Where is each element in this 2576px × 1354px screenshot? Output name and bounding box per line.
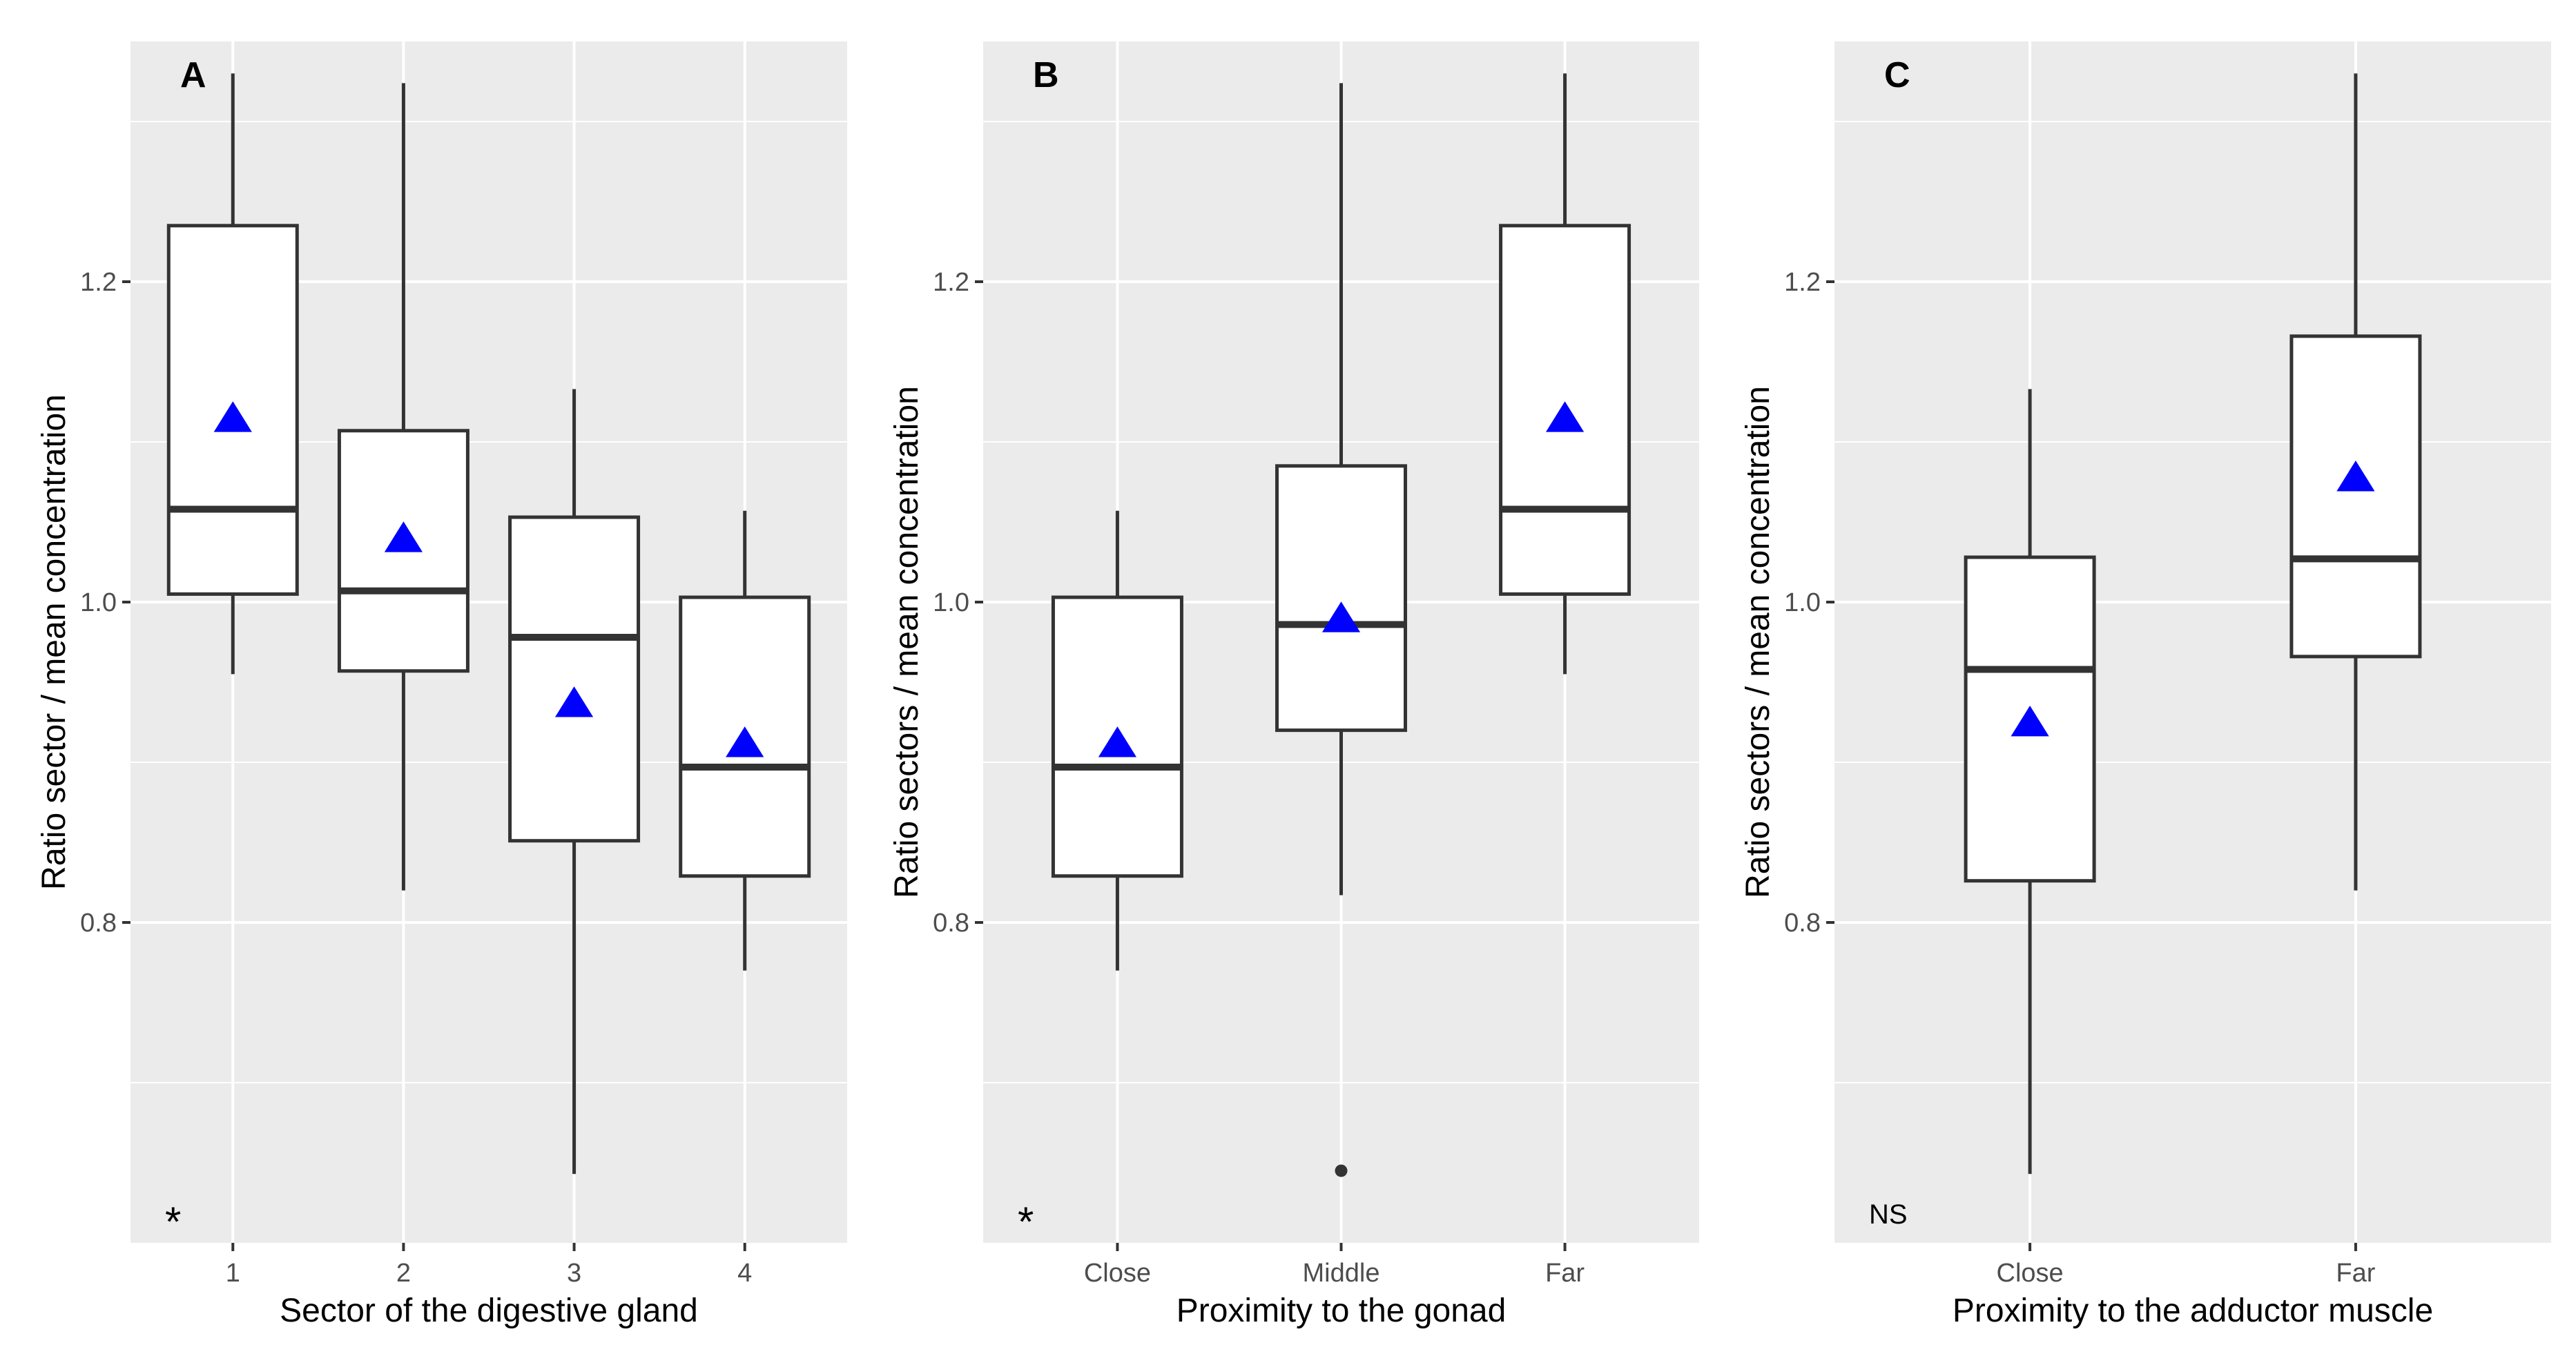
iqr-box	[2289, 334, 2422, 659]
outlier-point	[1335, 1164, 1348, 1177]
x-tick-label: Middle	[1303, 1259, 1380, 1288]
x-tick-label: 2	[396, 1259, 411, 1288]
significance-label: *	[165, 1199, 181, 1245]
panel-background	[1834, 41, 2551, 1243]
mean-triangle	[554, 686, 594, 717]
y-axis-title: Ratio sectors / mean concentration	[889, 386, 925, 898]
mean-triangle	[2336, 461, 2375, 492]
y-tick-label: 0.8	[80, 909, 117, 938]
panel-a: 0.8 1.0 1.2 1 2 3 4 Sector of the digestive gla…	[36, 41, 847, 1329]
y-tick-label: 0.8	[1784, 909, 1821, 938]
mean-triangle	[1321, 601, 1361, 632]
box-close	[1051, 510, 1183, 971]
x-tick-label: 3	[567, 1259, 581, 1288]
mean-triangle	[1545, 401, 1585, 432]
mean-triangle	[1098, 726, 1137, 757]
y-tick-label: 1.2	[80, 268, 117, 297]
box-close	[1964, 389, 2096, 1174]
panel-c: 0.8 1.0 1.2 Close Far Proximity to the adduct…	[1740, 41, 2551, 1329]
panel-label: A	[180, 55, 206, 95]
x-axis-title: Sector of the digestive gland	[280, 1293, 698, 1329]
box-3	[508, 389, 641, 1174]
y-tick-label: 1.2	[933, 268, 969, 297]
iqr-box	[1275, 464, 1407, 733]
mean-triangle	[384, 521, 423, 552]
iqr-box	[508, 515, 641, 843]
x-tick-label: 4	[737, 1259, 752, 1288]
mean-triangle	[2011, 706, 2049, 737]
significance-label: NS	[1869, 1199, 1908, 1230]
box-4	[679, 510, 811, 971]
mean-triangle	[213, 401, 252, 432]
y-tick-label: 0.8	[933, 909, 969, 938]
y-axis-title: Ratio sectors / mean concentration	[1740, 386, 1776, 898]
box-far	[1499, 73, 1631, 675]
box-1	[166, 73, 299, 675]
y-tick-label: 1.0	[80, 588, 117, 617]
panel-label: B	[1033, 55, 1059, 95]
x-tick-label: Close	[1084, 1259, 1151, 1288]
y-axis-title: Ratio sector / mean concentration	[36, 394, 72, 890]
y-tick-label: 1.2	[1784, 268, 1821, 297]
y-tick-label: 1.0	[1784, 588, 1821, 617]
x-tick-label: 1	[226, 1259, 240, 1288]
x-axis-title: Proximity to the adductor muscle	[1953, 1293, 2433, 1329]
x-tick-label: Close	[1997, 1259, 2064, 1288]
box-middle	[1275, 83, 1407, 1177]
y-tick-label: 1.0	[933, 588, 969, 617]
mean-triangle	[726, 726, 764, 757]
box-2	[337, 83, 469, 891]
panel-b: 0.8 1.0 1.2 Close Middle Far Proximity to the …	[889, 41, 1699, 1329]
box-far	[2289, 73, 2422, 891]
significance-label: *	[1018, 1199, 1034, 1245]
panel-label: C	[1884, 55, 1910, 95]
x-tick-label: Far	[2336, 1259, 2375, 1288]
x-axis-title: Proximity to the gonad	[1176, 1293, 1507, 1329]
x-tick-label: Far	[1545, 1259, 1585, 1288]
